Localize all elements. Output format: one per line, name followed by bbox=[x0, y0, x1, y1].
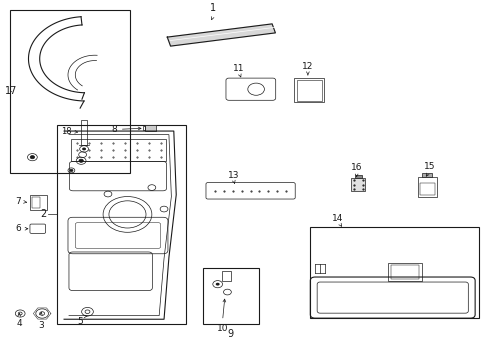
Bar bbox=[32, 197, 40, 208]
Text: 17: 17 bbox=[4, 86, 17, 96]
Bar bbox=[10, 10, 130, 173]
Text: 6: 6 bbox=[16, 224, 21, 233]
Text: 15: 15 bbox=[423, 162, 435, 171]
Text: 4: 4 bbox=[17, 319, 22, 328]
Text: 7: 7 bbox=[16, 197, 21, 206]
Bar bbox=[203, 268, 259, 324]
Text: 9: 9 bbox=[227, 329, 233, 338]
Text: 12: 12 bbox=[302, 62, 313, 71]
Text: 14: 14 bbox=[332, 213, 343, 222]
Bar bbox=[144, 125, 156, 131]
Text: 8: 8 bbox=[111, 125, 117, 134]
Text: 16: 16 bbox=[350, 163, 362, 172]
Bar bbox=[310, 227, 478, 318]
Bar bbox=[422, 173, 431, 177]
Circle shape bbox=[215, 283, 219, 285]
Bar bbox=[221, 271, 231, 281]
Bar bbox=[142, 126, 145, 130]
Bar bbox=[81, 120, 87, 145]
Text: 10: 10 bbox=[216, 324, 228, 333]
Text: 13: 13 bbox=[227, 171, 239, 180]
Text: 3: 3 bbox=[38, 321, 43, 330]
Bar bbox=[71, 139, 166, 161]
Bar bbox=[30, 195, 47, 210]
Bar bbox=[387, 264, 421, 280]
Text: 2: 2 bbox=[40, 210, 46, 219]
Circle shape bbox=[79, 159, 83, 162]
Text: 11: 11 bbox=[232, 64, 244, 73]
Bar bbox=[390, 265, 418, 279]
Bar bbox=[419, 183, 434, 195]
Bar bbox=[296, 80, 322, 101]
Bar bbox=[350, 177, 365, 191]
Bar bbox=[354, 175, 361, 177]
Bar bbox=[417, 177, 436, 197]
Polygon shape bbox=[167, 24, 275, 46]
Bar bbox=[294, 78, 324, 103]
Text: 18: 18 bbox=[61, 127, 71, 136]
Circle shape bbox=[70, 169, 73, 171]
Circle shape bbox=[30, 156, 35, 159]
Text: 1: 1 bbox=[209, 3, 215, 13]
Bar bbox=[57, 125, 185, 324]
Circle shape bbox=[82, 148, 86, 150]
Text: 5: 5 bbox=[77, 317, 82, 326]
